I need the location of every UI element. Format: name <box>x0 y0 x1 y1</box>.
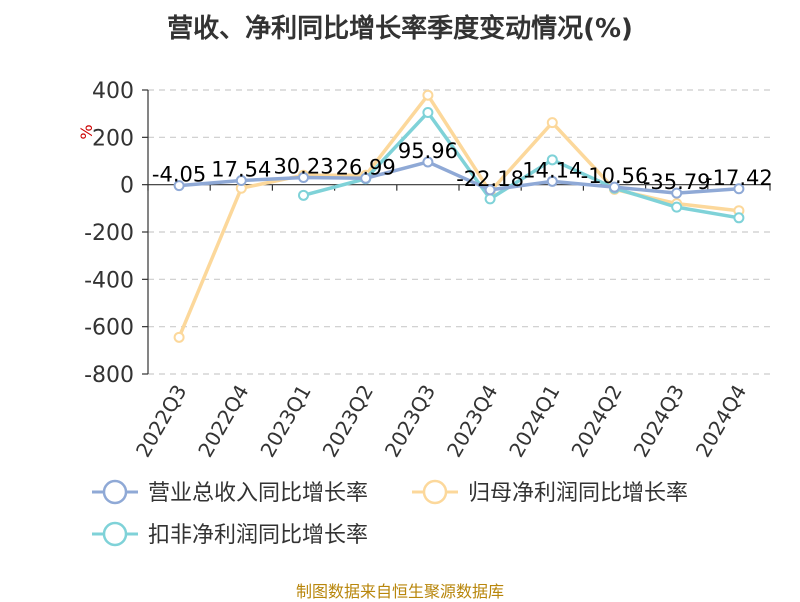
x-tick-label: 2024Q3 <box>629 381 689 462</box>
data-point-revenue <box>235 175 247 187</box>
data-point-net_profit <box>173 331 185 343</box>
data-point-revenue <box>360 172 372 184</box>
x-tick-label: 2023Q4 <box>442 380 502 461</box>
data-label: -10.56 <box>581 164 649 188</box>
x-tick-label: 2023Q3 <box>380 381 440 462</box>
data-point-revenue <box>733 183 745 195</box>
x-tick-label: 2024Q4 <box>691 381 751 462</box>
legend-swatch-marker <box>102 521 128 547</box>
grid-lines <box>148 89 770 375</box>
legend-swatch-marker <box>102 479 128 505</box>
x-tick-label: 2023Q1 <box>255 381 315 462</box>
y-tick-label: 400 <box>92 79 134 104</box>
data-point-revenue <box>671 187 683 199</box>
y-axis-label: % <box>77 124 96 139</box>
data-label: 26.99 <box>336 155 396 179</box>
x-tick-label: 2022Q3 <box>131 381 191 462</box>
data-point-net_profit <box>546 117 558 129</box>
data-label: -35.79 <box>643 170 711 194</box>
data-point-deducted <box>484 193 496 205</box>
data-label: 95.96 <box>398 139 458 163</box>
data-point-deducted <box>733 212 745 224</box>
y-tick-label: -800 <box>84 363 134 388</box>
data-label: 17.54 <box>211 158 271 182</box>
x-tick-label: 2023Q2 <box>318 381 378 462</box>
y-tick-label: 0 <box>120 174 134 199</box>
x-tick-label: 2024Q2 <box>566 381 626 462</box>
data-point-net_profit <box>422 89 434 101</box>
legend-label: 归母净利润同比增长率 <box>468 481 688 506</box>
data-point-revenue <box>546 175 558 187</box>
y-tick-label: 200 <box>92 126 134 151</box>
data-label: 30.23 <box>273 155 333 179</box>
y-tick-label: -400 <box>84 268 134 293</box>
data-point-revenue <box>484 184 496 196</box>
legend-label: 扣非净利润同比增长率 <box>148 523 368 548</box>
data-point-revenue <box>298 172 309 184</box>
data-point-revenue <box>422 156 434 168</box>
series-line-revenue <box>178 160 740 195</box>
series-lines <box>173 89 745 343</box>
data-point-revenue <box>173 180 185 192</box>
data-label: -22.18 <box>456 167 524 191</box>
series-line-deducted <box>303 110 740 220</box>
source-footer: 制图数据来自恒生聚源数据库 <box>295 582 504 601</box>
data-point-deducted <box>422 106 434 118</box>
x-tick-label: 2024Q1 <box>504 381 564 462</box>
series-line-net_profit <box>177 93 740 338</box>
data-point-deducted <box>671 201 683 213</box>
y-tick-label: -600 <box>84 316 134 341</box>
data-label: -17.42 <box>705 166 773 190</box>
data-point-deducted <box>546 154 558 166</box>
legend-swatch-marker <box>422 479 448 505</box>
chart-title: 营收、净利同比增长率季度变动情况(%) <box>167 14 633 44</box>
y-tick-label: -200 <box>84 221 134 246</box>
data-point-deducted <box>298 189 309 201</box>
data-label: -4.05 <box>152 163 206 187</box>
data-label: 14.14 <box>522 158 582 182</box>
x-tick-label: 2022Q4 <box>193 381 253 462</box>
data-point-revenue <box>609 181 620 193</box>
legend-label: 营业总收入同比增长率 <box>148 481 368 506</box>
